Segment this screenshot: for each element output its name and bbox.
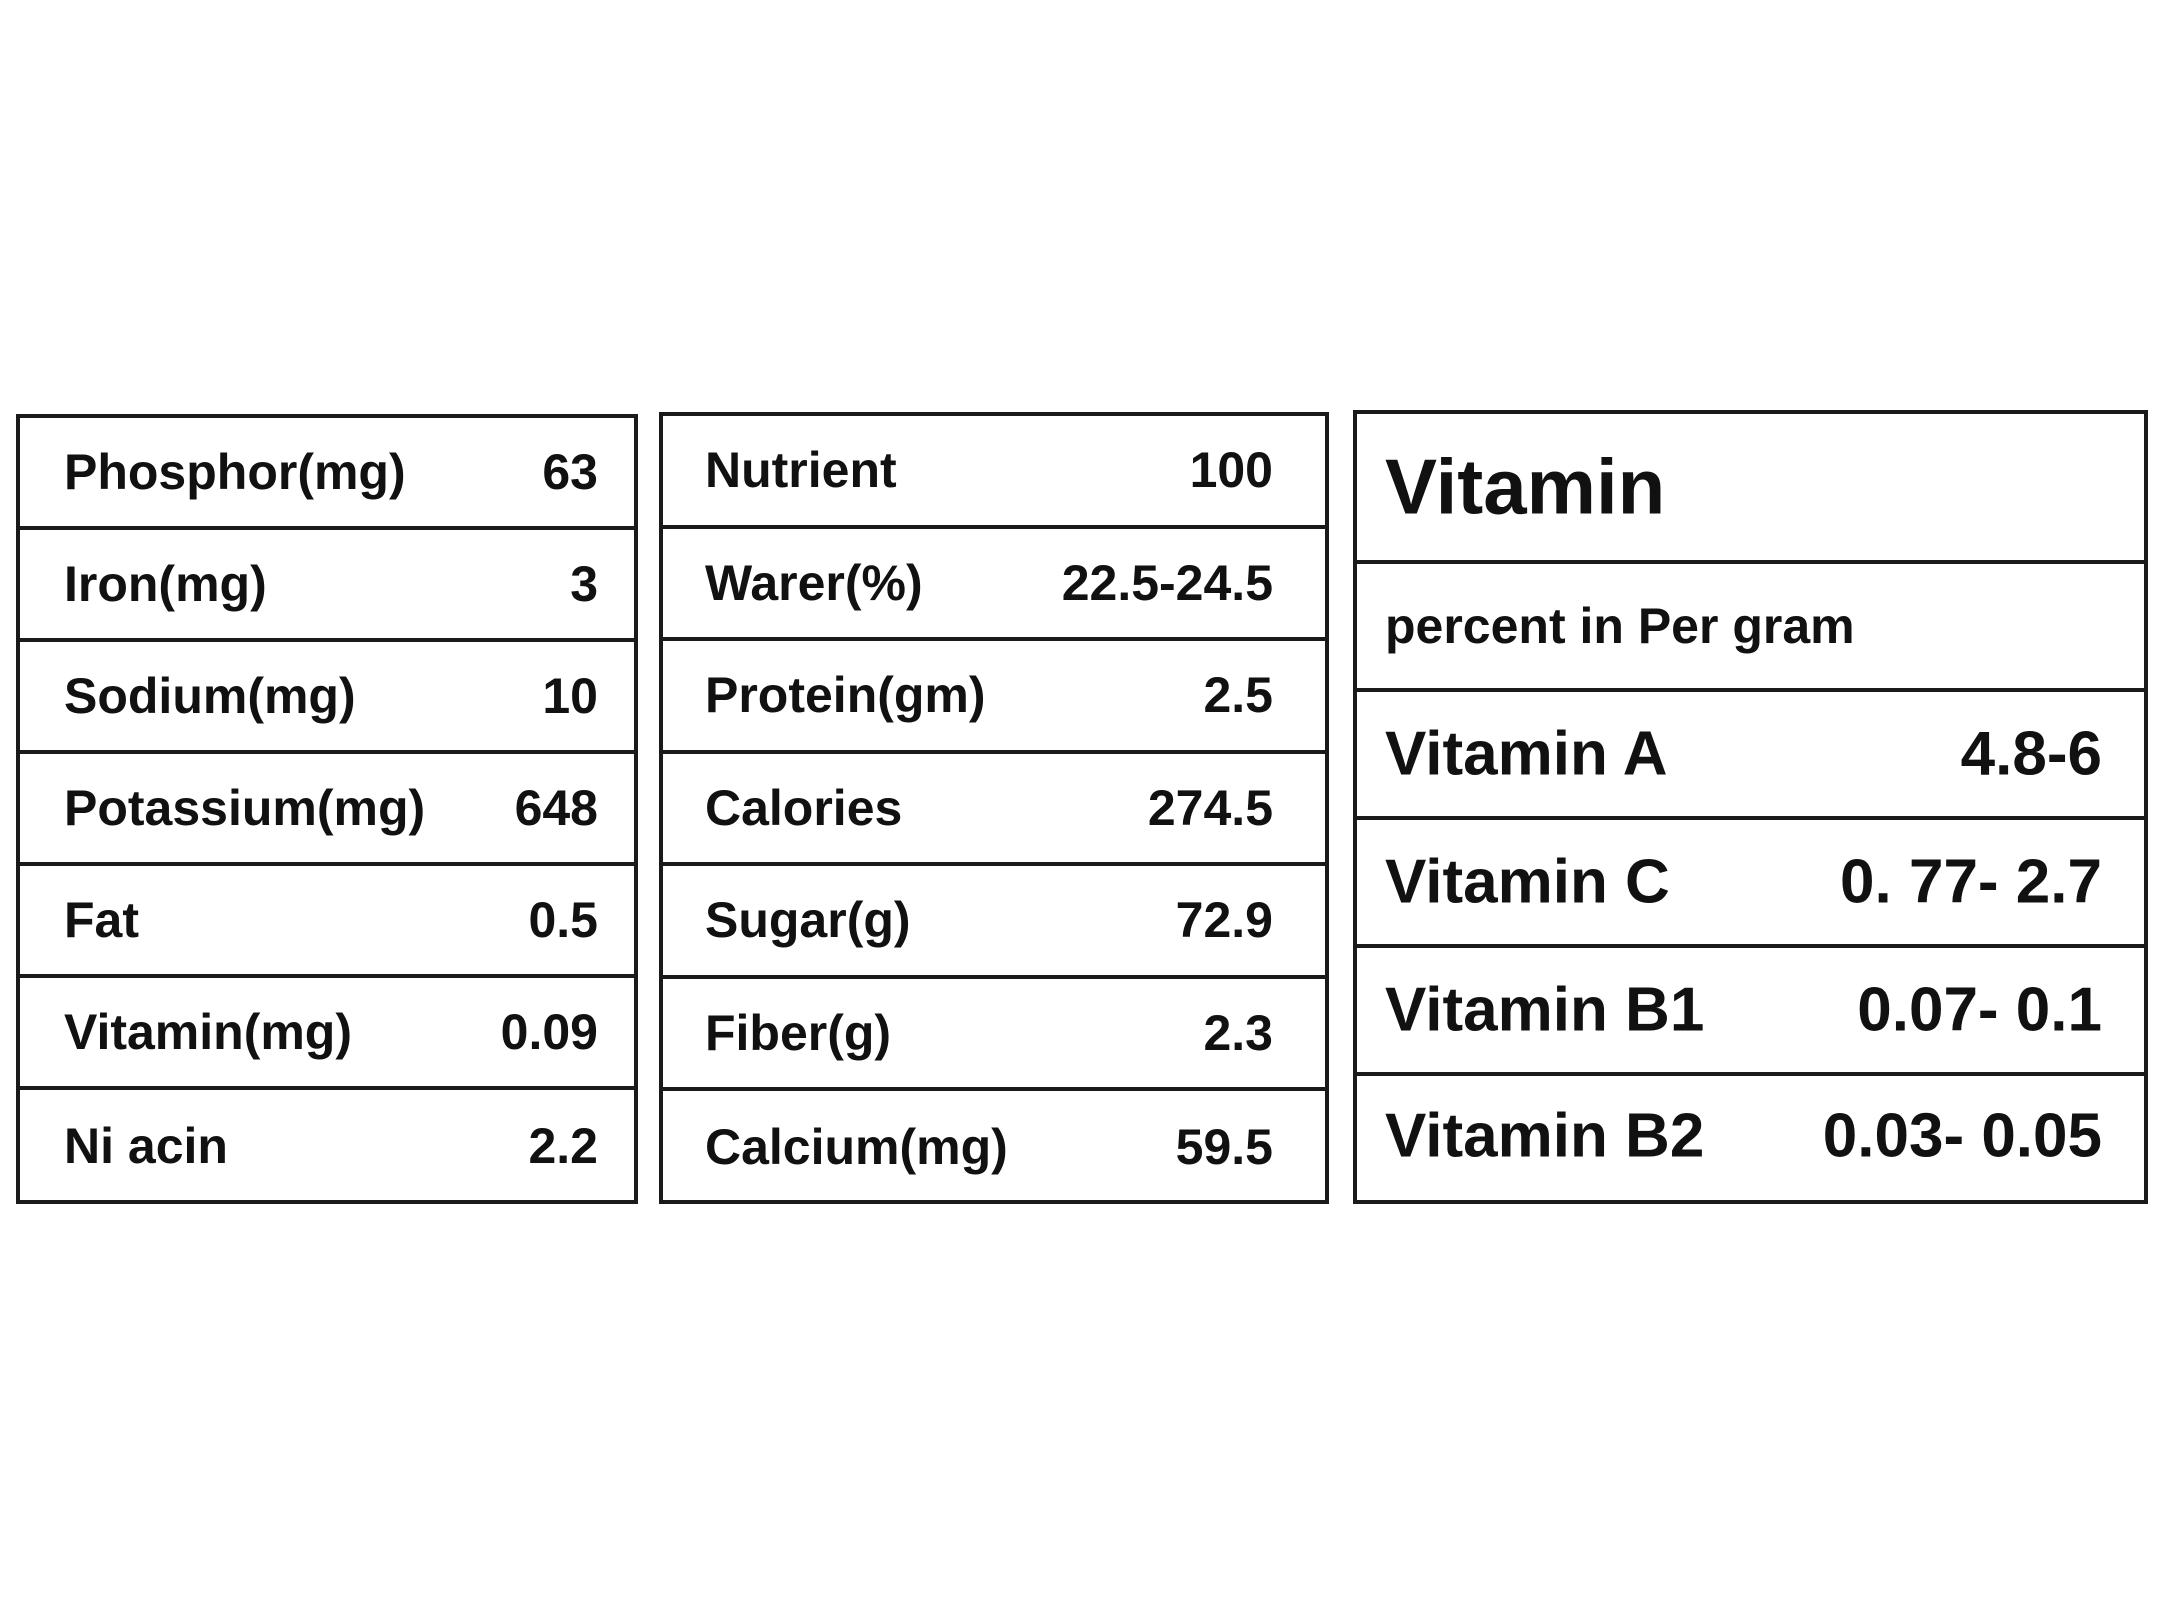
row-value: 3 (570, 556, 598, 612)
table-row: Potassium(mg) 648 (20, 754, 634, 866)
row-label: Vitamin(mg) (64, 1004, 352, 1060)
row-value: 0.03- 0.05 (1822, 1101, 2102, 1171)
row-value: 4.8-6 (1960, 719, 2102, 789)
table-row: Calories 274.5 (663, 754, 1325, 866)
table-row: Ni acin 2.2 (20, 1090, 634, 1202)
table-row: Vitamin(mg) 0.09 (20, 978, 634, 1090)
table-row: Iron(mg) 3 (20, 530, 634, 642)
row-label: Calcium(mg) (705, 1119, 1008, 1176)
minerals-table: Phosphor(mg) 63 Iron(mg) 3 Sodium(mg) 10… (16, 414, 638, 1204)
row-label: Vitamin C (1385, 847, 1670, 917)
table-subtitle-row: percent in Per gram (1357, 564, 2144, 692)
table-row: Vitamin A 4.8-6 (1357, 692, 2144, 820)
row-value: 0. 77- 2.7 (1840, 847, 2102, 917)
row-value: 274.5 (1147, 779, 1273, 836)
row-label: Phosphor(mg) (64, 444, 406, 500)
table-row: Sodium(mg) 10 (20, 642, 634, 754)
row-value: 22.5-24.5 (1061, 554, 1273, 611)
row-label: Warer(%) (705, 554, 923, 611)
row-value: 10 (542, 668, 598, 724)
row-value: 2.2 (528, 1118, 598, 1174)
row-label: Iron(mg) (64, 556, 267, 612)
row-label: Calories (705, 779, 903, 836)
nutrients-table: Nutrient 100 Warer(%) 22.5-24.5 Protein(… (659, 412, 1329, 1204)
row-label: Fiber(g) (705, 1004, 892, 1061)
table-row: Calcium(mg) 59.5 (663, 1091, 1325, 1204)
table-title-row: Vitamin (1357, 414, 2144, 564)
row-label: Vitamin B1 (1385, 975, 1705, 1045)
table-row: Vitamin C 0. 77- 2.7 (1357, 820, 2144, 948)
row-value: 2.3 (1203, 1004, 1273, 1061)
row-value: 72.9 (1175, 892, 1273, 949)
row-label: Sodium(mg) (64, 668, 356, 724)
table-row: Nutrient 100 (663, 416, 1325, 529)
row-label: Vitamin B2 (1385, 1101, 1705, 1171)
table-title: Vitamin (1385, 442, 1666, 531)
table-row: Fiber(g) 2.3 (663, 979, 1325, 1091)
row-label: Ni acin (64, 1118, 228, 1174)
row-label: Vitamin A (1385, 719, 1668, 789)
table-row: Protein(gm) 2.5 (663, 641, 1325, 754)
table-row: Vitamin B1 0.07- 0.1 (1357, 948, 2144, 1076)
table-subtitle: percent in Per gram (1385, 598, 1855, 654)
table-row: Vitamin B2 0.03- 0.05 (1357, 1076, 2144, 1196)
table-row: Fat 0.5 (20, 866, 634, 978)
row-value: 2.5 (1203, 667, 1273, 724)
row-label: Fat (64, 892, 139, 948)
row-value: 0.5 (528, 892, 598, 948)
row-value: 648 (514, 780, 598, 836)
row-label: Nutrient (705, 442, 897, 499)
row-value: 0.09 (500, 1004, 598, 1060)
row-value: 59.5 (1175, 1119, 1273, 1176)
row-value: 0.07- 0.1 (1857, 975, 2102, 1045)
table-row: Warer(%) 22.5-24.5 (663, 529, 1325, 641)
row-value: 63 (542, 444, 598, 500)
table-row: Phosphor(mg) 63 (20, 418, 634, 530)
table-row: Sugar(g) 72.9 (663, 866, 1325, 979)
row-label: Potassium(mg) (64, 780, 426, 836)
row-label: Protein(gm) (705, 667, 986, 724)
vitamins-table: Vitamin percent in Per gram Vitamin A 4.… (1353, 410, 2148, 1204)
row-value: 100 (1189, 442, 1273, 499)
row-label: Sugar(g) (705, 892, 911, 949)
